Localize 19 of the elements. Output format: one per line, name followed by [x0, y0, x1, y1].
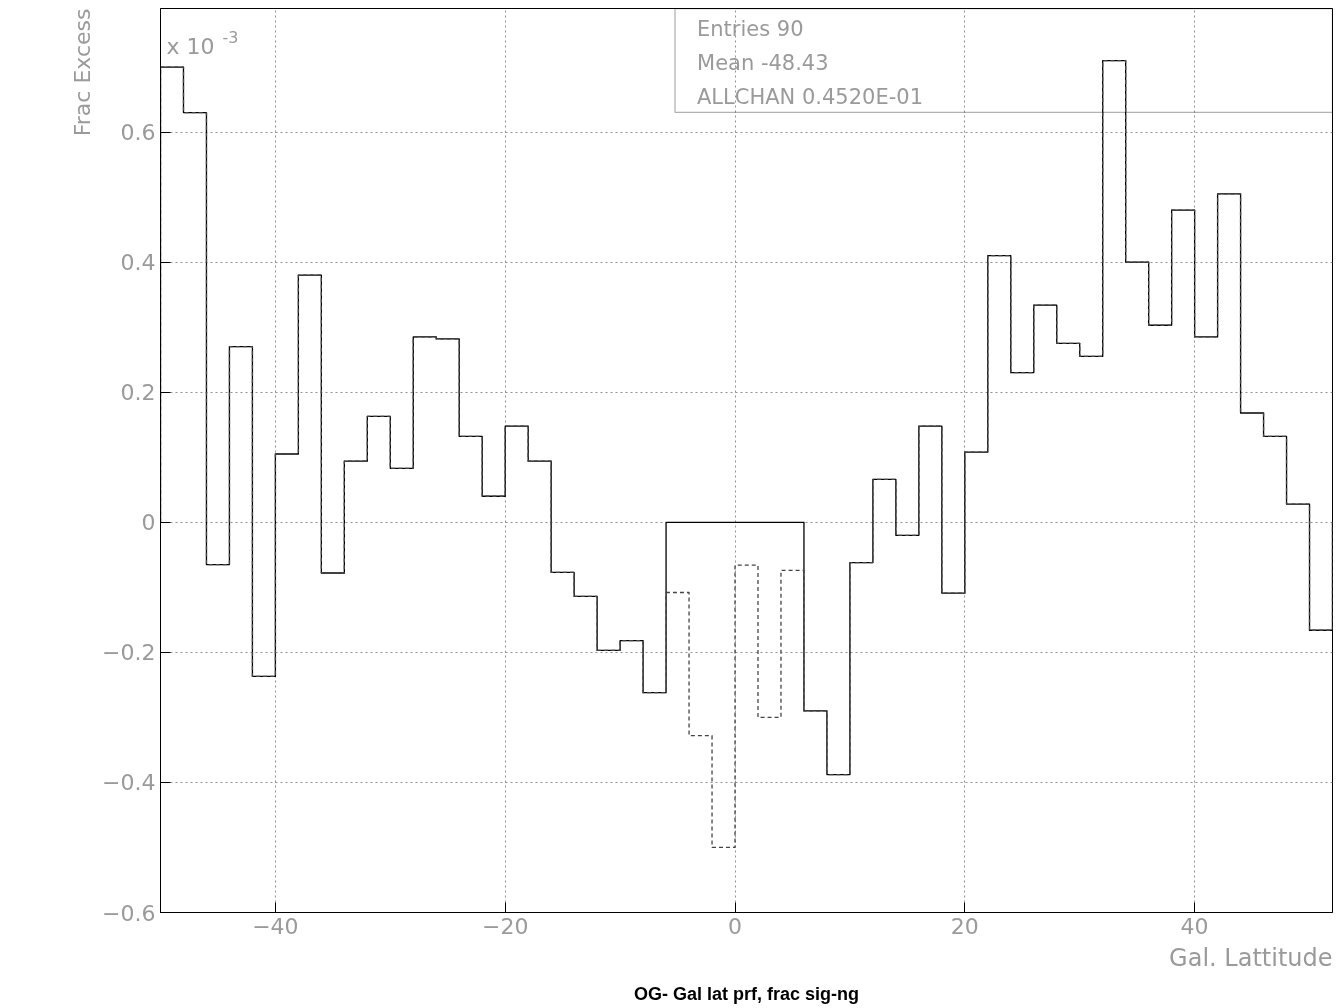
y-tick-label: −0.4 [102, 770, 156, 796]
annotation: ALLCHAN 0.4520E-01 [697, 84, 924, 109]
y-axis-title: Frac Excess [69, 8, 95, 137]
y-tick-label: 0.4 [120, 250, 156, 276]
x-tick-label: 20 [950, 913, 979, 939]
annotation: x 10-3 [166, 27, 239, 59]
y-tick-label: 0.6 [120, 120, 156, 146]
y-tick-label: 0 [141, 510, 156, 536]
annotation: Entries 90 [697, 16, 804, 41]
x-axis-title: Gal. Lattitude [1169, 943, 1333, 972]
y-tick-label: −0.6 [102, 900, 156, 926]
x-tick-label: 0 [728, 913, 743, 939]
y-tick-label: −0.2 [102, 640, 156, 666]
x-tick-label: 40 [1180, 913, 1209, 939]
y-tick-label: 0.2 [120, 380, 156, 406]
annotation: Mean -48.43 [697, 50, 829, 75]
x-tick-label: −40 [252, 913, 299, 939]
text: OG- Gal lat prf, frac sig-ng [633, 983, 860, 1004]
x-tick-label: −20 [481, 913, 529, 939]
